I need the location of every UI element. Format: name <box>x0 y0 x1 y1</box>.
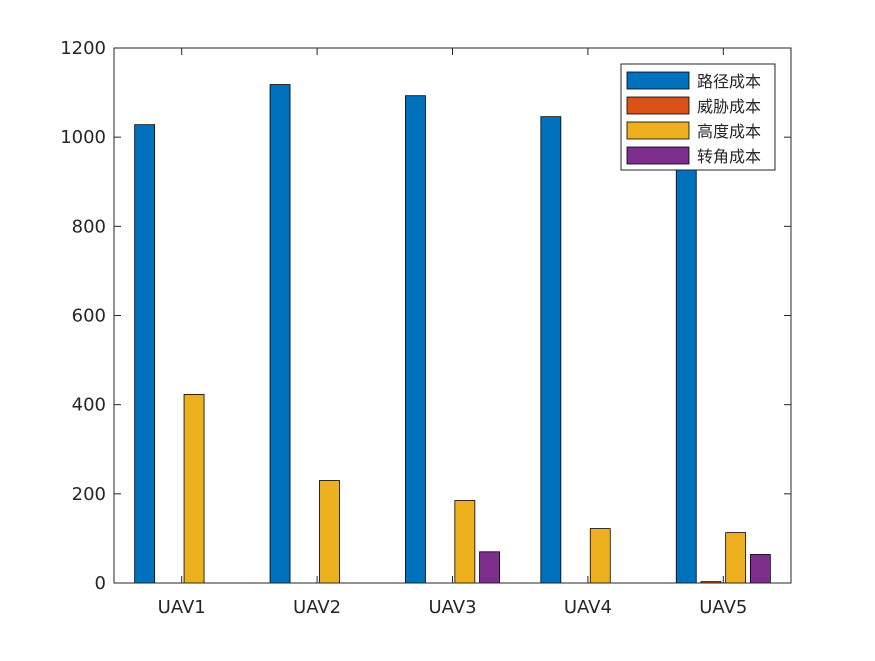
y-tick-label: 400 <box>72 395 106 416</box>
bars-layer <box>134 84 771 584</box>
bar-uav2-series-1 <box>269 84 291 584</box>
legend-swatch-series-1 <box>626 71 690 90</box>
bar-uav4-series-1 <box>540 116 562 584</box>
legend-label-series-2: 威胁成本 <box>697 97 761 116</box>
legend-swatch-series-3 <box>626 121 690 140</box>
x-tick-label: UAV3 <box>428 597 476 618</box>
x-tick-label: UAV2 <box>293 597 341 618</box>
bar-uav4-series-3 <box>589 528 611 584</box>
legend-label-series-3: 高度成本 <box>697 122 761 141</box>
legend-swatch-series-2 <box>626 96 690 115</box>
y-tick-label: 600 <box>72 306 106 327</box>
bar-uav2-series-3 <box>319 480 340 584</box>
x-tick-label: UAV1 <box>158 597 206 618</box>
bar-uav1-series-1 <box>134 124 156 584</box>
bar-uav5-series-3 <box>725 532 747 584</box>
y-tick-label: 1200 <box>60 38 106 59</box>
bar-uav5-series-4 <box>749 554 771 584</box>
legend-label-series-4: 转角成本 <box>697 147 761 166</box>
y-tick-label: 0 <box>95 573 106 594</box>
x-tick-label: UAV4 <box>564 597 612 618</box>
y-tick-label: 800 <box>72 216 106 237</box>
y-tick-label: 1000 <box>60 127 106 148</box>
bar-uav3-series-4 <box>479 551 500 584</box>
y-tick-label: 200 <box>72 484 106 505</box>
bar-uav5-series-1 <box>675 134 697 584</box>
x-tick-label: UAV5 <box>699 597 747 618</box>
bar-uav3-series-3 <box>454 500 476 584</box>
legend-label-series-1: 路径成本 <box>697 72 761 91</box>
bar-uav3-series-1 <box>405 95 426 584</box>
legend-swatch-series-4 <box>626 146 690 165</box>
bar-uav1-series-3 <box>183 394 205 584</box>
ticks-layer: 0 200 400 600 800 1000 1200 UAV1 UAV2 UAV3 UAV4 UAV… <box>60 38 791 618</box>
